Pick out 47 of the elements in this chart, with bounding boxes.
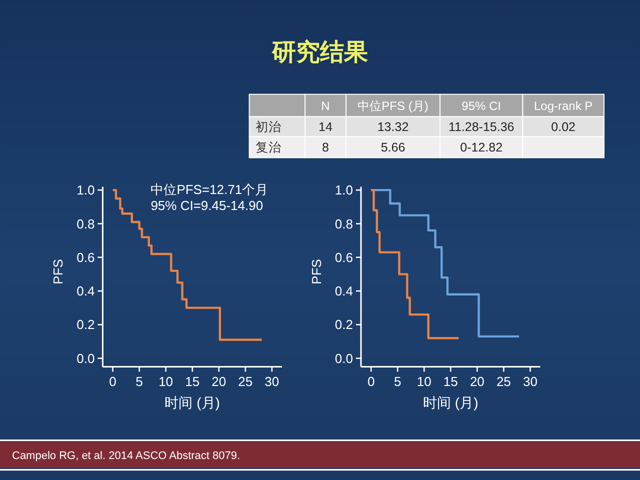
text: 11.28-15.36	[448, 120, 514, 134]
text: 研究结果	[271, 39, 368, 66]
text: Campelo RG, et al. 2014 ASCO Abstract 8079.	[12, 450, 240, 462]
x-tick-label: 15	[443, 374, 458, 390]
category-label: 初治	[255, 120, 282, 134]
annotation: 95% CI=9.45-14.90	[150, 198, 264, 214]
y-tick-label: 0.8	[334, 216, 353, 232]
x-axis-title: 时间 (月)	[423, 394, 478, 411]
text: 5.66	[380, 140, 406, 155]
category-label: 复治	[255, 140, 282, 155]
x-tick-label: 0	[367, 374, 375, 390]
category-label: Log-rank P	[534, 99, 593, 113]
text: 8	[322, 140, 329, 155]
x-tick-label: 5	[394, 374, 402, 390]
category-label: 95% CI	[462, 99, 502, 113]
x-tick-label: 10	[416, 374, 432, 390]
y-tick-label: 0.0	[334, 350, 353, 366]
category-label: 中位PFS (月)	[358, 99, 428, 113]
category-label: N	[321, 99, 330, 113]
x-tick-label: 30	[522, 374, 538, 390]
y-tick-label: 0.2	[334, 317, 353, 332]
x-tick-label: 20	[212, 374, 226, 390]
text: 0.02	[551, 120, 576, 134]
y-axis-title: PFS	[50, 258, 66, 284]
y-tick-label: 1.0	[334, 182, 353, 198]
x-axis-title: 时间 (月)	[164, 394, 220, 411]
y-tick-label: 0.4	[334, 284, 353, 299]
x-tick-label: 0	[109, 374, 116, 390]
x-tick-label: 5	[136, 374, 143, 390]
text: 13.32	[377, 120, 409, 134]
y-tick-label: 0.6	[76, 250, 95, 265]
x-tick-label: 10	[158, 374, 174, 390]
y-tick-label: 0.6	[334, 250, 353, 265]
y-tick-label: 0.2	[76, 317, 95, 332]
x-tick-label: 30	[264, 374, 280, 390]
x-tick-label: 25	[496, 374, 511, 390]
x-tick-label: 15	[185, 374, 200, 390]
y-tick-label: 0.4	[76, 284, 95, 299]
text: 14	[318, 120, 332, 134]
x-tick-label: 25	[238, 374, 253, 390]
x-tick-label: 20	[470, 374, 484, 390]
y-tick-label: 0.8	[76, 216, 95, 232]
annotation: 中位PFS=12.71个月	[150, 182, 268, 198]
y-tick-label: 1.0	[76, 182, 95, 198]
y-axis-title: PFS	[309, 258, 324, 284]
text: 0-12.82	[460, 140, 503, 155]
y-tick-label: 0.0	[76, 350, 95, 366]
